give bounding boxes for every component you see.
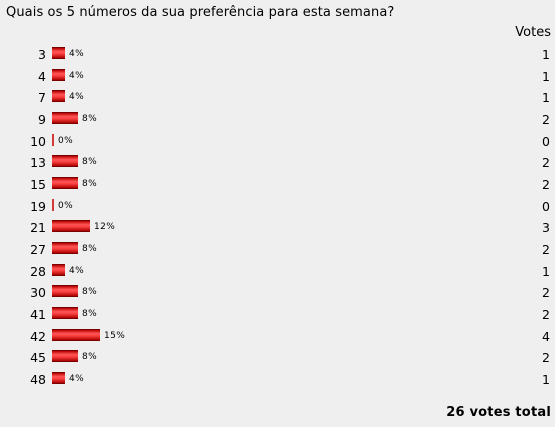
vote-count: 1 — [542, 371, 550, 387]
percent-label: 12% — [94, 222, 116, 233]
poll-question: Quais os 5 números da sua preferência pa… — [6, 5, 395, 20]
option-number: 41 — [30, 306, 46, 322]
percent-label: 8% — [82, 113, 98, 124]
option-number: 19 — [30, 198, 46, 214]
poll-result-row: 45 8% 2 — [0, 347, 555, 369]
result-bar — [52, 306, 78, 319]
option-number: 4 — [38, 68, 46, 84]
vote-count: 2 — [542, 176, 550, 192]
percent-label: 4% — [69, 265, 85, 276]
poll-result-row: 19 0% 0 — [0, 196, 555, 218]
poll-result-row: 10 0% 0 — [0, 131, 555, 153]
result-bar — [52, 350, 78, 363]
poll-result-row: 42 15% 4 — [0, 326, 555, 348]
percent-label: 8% — [82, 287, 98, 298]
total-votes: 26 votes total — [446, 405, 551, 420]
result-bar — [52, 220, 90, 233]
poll-result-row: 41 8% 2 — [0, 304, 555, 326]
percent-label: 4% — [69, 373, 85, 384]
vote-count: 1 — [542, 68, 550, 84]
vote-count: 3 — [542, 220, 550, 236]
option-number: 9 — [38, 111, 46, 127]
vote-count: 0 — [542, 198, 550, 214]
percent-label: 15% — [104, 330, 126, 341]
option-number: 48 — [30, 371, 46, 387]
percent-label: 4% — [69, 92, 85, 103]
poll-result-row: 27 8% 2 — [0, 239, 555, 261]
option-number: 15 — [30, 176, 46, 192]
poll-result-row: 48 4% 1 — [0, 369, 555, 391]
vote-count: 1 — [542, 263, 550, 279]
poll-result-row: 3 4% 1 — [0, 44, 555, 66]
result-bar — [52, 176, 78, 189]
vote-count: 2 — [542, 111, 550, 127]
percent-label: 8% — [82, 352, 98, 363]
option-number: 10 — [30, 133, 46, 149]
vote-count: 1 — [542, 90, 550, 106]
option-number: 30 — [30, 285, 46, 301]
poll-result-row: 7 4% 1 — [0, 87, 555, 109]
poll-result-row: 4 4% 1 — [0, 66, 555, 88]
percent-label: 8% — [82, 178, 98, 189]
percent-label: 8% — [82, 157, 98, 168]
poll-result-row: 15 8% 2 — [0, 174, 555, 196]
option-number: 45 — [30, 350, 46, 366]
poll-result-row: 13 8% 2 — [0, 152, 555, 174]
option-number: 13 — [30, 155, 46, 171]
vote-count: 2 — [542, 241, 550, 257]
option-number: 28 — [30, 263, 46, 279]
vote-count: 0 — [542, 133, 550, 149]
percent-label: 8% — [82, 308, 98, 319]
result-bar — [52, 371, 65, 384]
poll-result-row: 28 4% 1 — [0, 261, 555, 283]
result-bar — [52, 68, 65, 81]
result-bar — [52, 241, 78, 254]
result-bar — [52, 111, 78, 124]
vote-count: 2 — [542, 155, 550, 171]
option-number: 27 — [30, 241, 46, 257]
poll-result-row: 21 12% 3 — [0, 217, 555, 239]
percent-label: 4% — [69, 70, 85, 81]
result-bar — [52, 47, 65, 59]
percent-label: 4% — [69, 49, 85, 59]
vote-count: 2 — [542, 306, 550, 322]
option-number: 21 — [30, 220, 46, 236]
vote-count: 4 — [542, 328, 550, 344]
result-bar — [52, 90, 65, 103]
poll-result-row: 30 8% 2 — [0, 282, 555, 304]
percent-label: 0% — [58, 200, 74, 211]
vote-count: 1 — [542, 47, 550, 62]
poll-result-row: 9 8% 2 — [0, 109, 555, 131]
percent-label: 8% — [82, 243, 98, 254]
option-number: 3 — [38, 47, 46, 62]
result-bar — [52, 155, 78, 168]
option-number: 7 — [38, 90, 46, 106]
result-bar — [52, 328, 100, 341]
result-bar — [52, 198, 54, 211]
result-bar — [52, 263, 65, 276]
poll-results-list: 3 4% 1 4 4% 1 7 4% 1 9 8% 2 10 0% 0 13 8% 2 15 8% 2 19 0% 0 21 12… — [0, 44, 555, 391]
option-number: 42 — [30, 328, 46, 344]
percent-label: 0% — [58, 135, 74, 146]
result-bar — [52, 285, 78, 298]
vote-count: 2 — [542, 285, 550, 301]
votes-column-header: Votes — [515, 25, 551, 40]
vote-count: 2 — [542, 350, 550, 366]
result-bar — [52, 133, 54, 146]
